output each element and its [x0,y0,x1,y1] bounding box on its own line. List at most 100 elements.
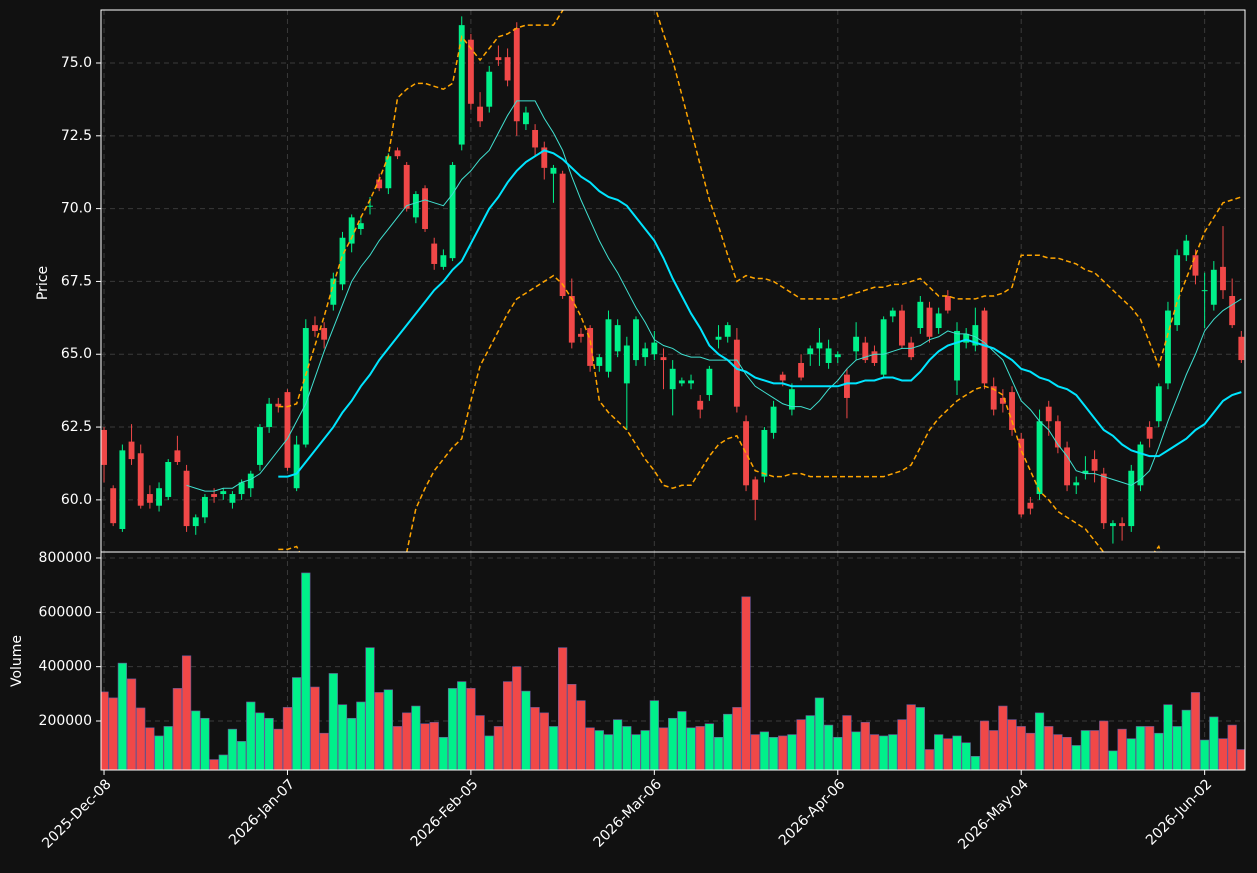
volume-bar [658,727,669,770]
volume-bar [787,734,797,770]
candle-body [733,339,740,407]
candle-body [1109,523,1116,527]
volume-bar [952,735,962,770]
volume-bar [768,736,779,770]
volume-bar [622,726,632,770]
candle-body [550,167,557,174]
volume-bar [493,726,504,770]
candle-body [798,362,805,378]
volume-bar [796,719,806,770]
x-tick-label: 2026-Jan-07 [226,776,298,848]
volume-bar [1190,692,1201,770]
volume-bar [548,726,559,770]
candle-body [449,164,456,259]
volume-bar [851,731,861,770]
candle-body [1036,421,1043,495]
volume-bar [750,734,760,770]
volume-bar [466,688,476,770]
volume-bar [383,689,393,770]
candle-body [596,357,603,366]
volume-bar [126,678,137,770]
y-tick-label: 600000 [39,604,92,620]
volume-bar [915,707,925,770]
volume-bar [1099,720,1109,770]
candle-body [1201,290,1208,292]
candle-body [743,421,749,486]
candle-body [880,319,887,375]
candle-body [697,400,704,410]
volume-bar [512,666,522,770]
volume-bar [631,734,641,770]
volume-bar [154,735,164,770]
volume-bar [310,686,320,770]
candle-body [1238,336,1245,361]
candle-body [1174,255,1181,326]
candle-body [761,429,768,477]
indicator-line [278,149,1242,478]
volume-bar [484,735,494,770]
volume-bar [686,727,696,770]
volume-bar [998,705,1008,770]
candle-body [1054,421,1061,448]
volume-bar [429,722,439,770]
volume-bar [1053,734,1063,770]
y-tick-label: 200000 [39,713,92,729]
candle-body [376,179,383,189]
volume-bar [989,730,999,770]
volume-bar [475,715,485,770]
volume-bar [897,719,907,770]
volume-bar [246,701,256,770]
volume-bar [1172,726,1182,770]
candle-body [330,278,337,305]
candle-body [1064,447,1071,486]
volume-bar [172,688,183,770]
y-tick-label: 70.0 [61,201,92,217]
candle-body [935,313,942,329]
volume-bar [943,738,953,770]
candle-body [972,325,979,346]
candle-body [578,333,584,337]
candle-body [385,156,392,189]
candle-body [788,389,795,410]
candle-body [1082,470,1089,474]
volume-bar [823,724,834,770]
candle-body [422,188,428,230]
volume-bar [970,756,980,770]
volume-bar [145,727,155,770]
volume-bar [695,726,705,770]
candle-body [834,354,841,358]
volume-bar [438,736,448,770]
volume-bar [209,759,219,770]
volume-bar [649,700,659,770]
volume-bar [447,688,458,770]
candle-body [926,307,933,337]
candle-body [486,71,493,107]
candle-body [660,357,667,361]
x-tick-label: 2026-Apr-06 [776,776,849,849]
candle-body [504,57,511,81]
candle-body [146,494,153,503]
volume-bar [502,681,513,770]
volume-bar [888,734,898,770]
candle-body [201,496,208,518]
volume-bar [934,734,944,770]
y-tick-label: 400000 [39,659,92,675]
volume-bar [521,690,531,770]
volume-bar [759,731,770,770]
volume-bar [1071,745,1081,770]
volume-bar [181,655,192,770]
volume-bar [677,711,687,770]
volume-bar [420,723,430,770]
volume-bar [805,715,815,770]
candle-body [1018,438,1025,515]
volume-bar [319,732,329,770]
candle-body [871,351,878,363]
candle-body [119,450,126,529]
y-tick-label: 62.5 [61,419,92,435]
candle-body [220,491,227,495]
volume-bar [924,749,935,770]
candle-body [1155,386,1162,422]
candle-body [944,295,951,311]
volume-bar [961,742,971,770]
volume-bar [1034,712,1045,770]
